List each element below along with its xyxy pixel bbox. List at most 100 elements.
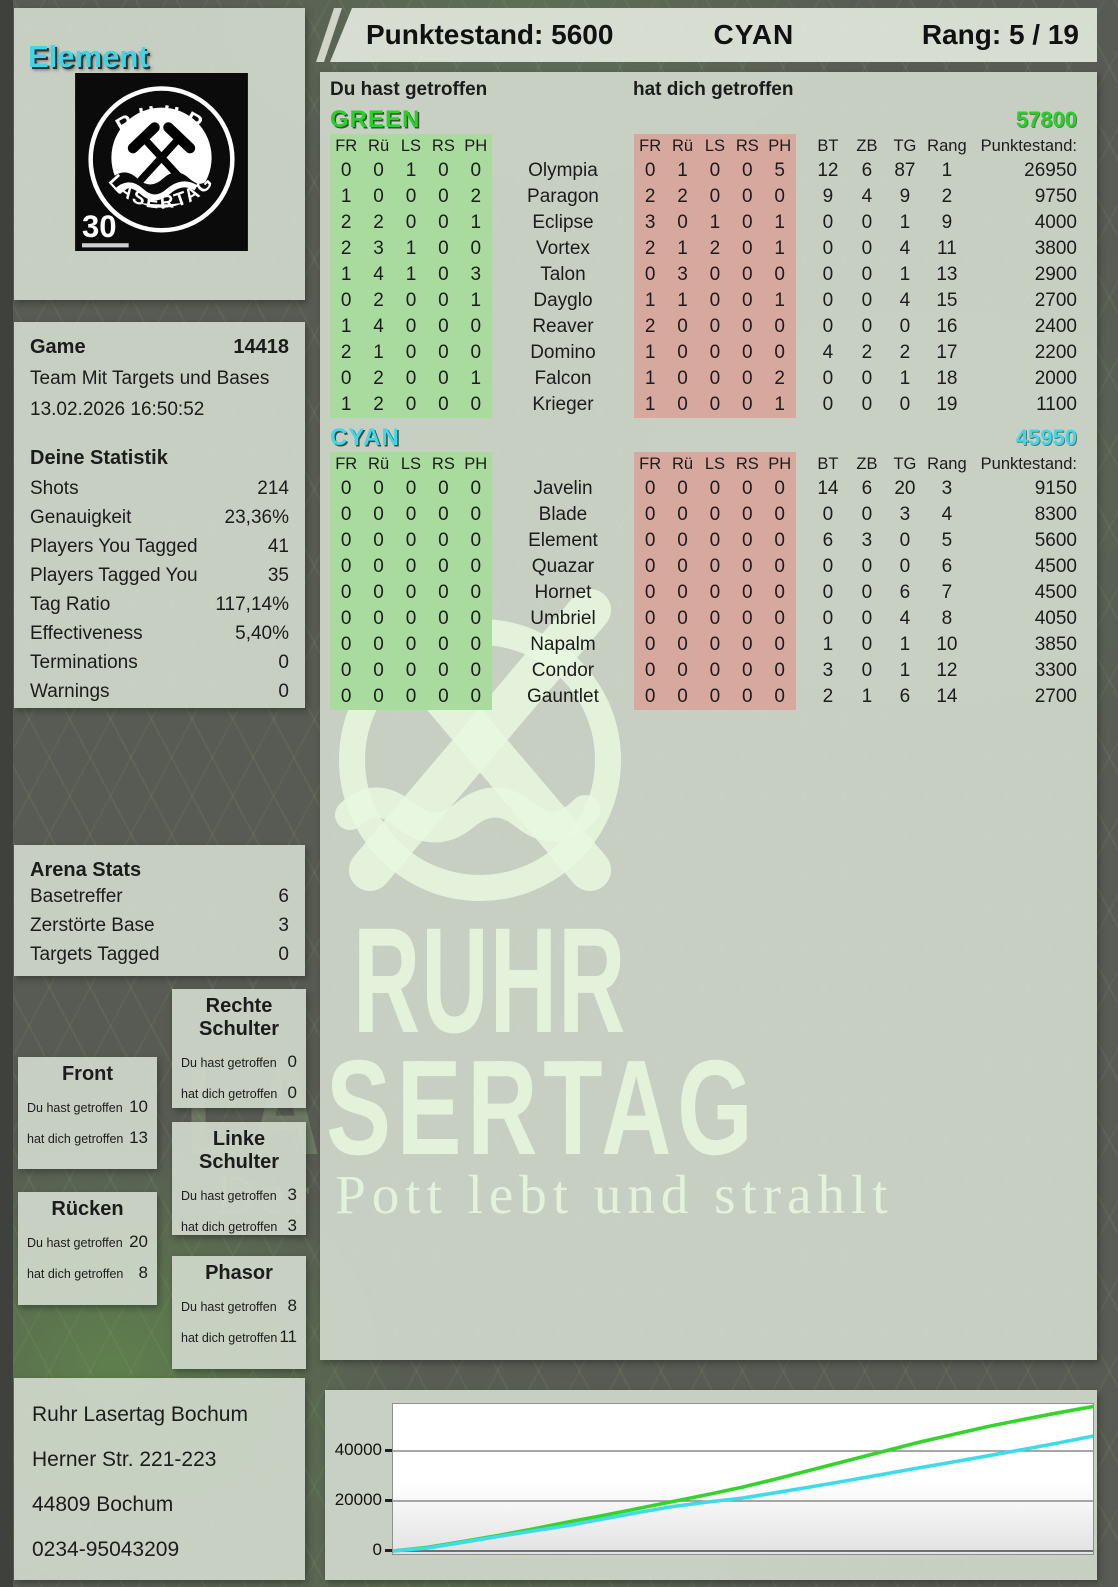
bt-cell: 0 (822, 582, 834, 603)
team-header-cyan: CYAN 45950 (330, 424, 1077, 452)
hit-you-cell: 0 (677, 530, 688, 551)
hit-you-cell: 0 (677, 686, 688, 707)
player-stat-row: Players Tagged You 35 (30, 561, 289, 590)
table-row: 1 2 0 0 0 Krieger 1 0 0 0 1 0 0 0 19 1100 (330, 392, 1077, 418)
hit-you-cell: 0 (709, 186, 721, 207)
you-hit-cell: 0 (405, 212, 417, 233)
tg-cell: 9 (899, 186, 911, 207)
bodypart-you-value: 0 (287, 1052, 297, 1071)
bodypart-them-label: hat dich getroffen (181, 1220, 278, 1234)
bodypart-you-label: Du hast getroffen (27, 1236, 123, 1250)
you-hit-cell: 1 (405, 264, 417, 285)
you-hit-cell: 0 (470, 530, 482, 551)
tg-cell: 6 (899, 582, 911, 603)
bt-cell: 1 (822, 634, 834, 655)
hit-you-cell: 0 (677, 316, 688, 337)
player-name-cell: Umbriel (530, 608, 596, 629)
player-stat-row: Genauigkeit 23,36% (30, 503, 289, 532)
rang-cell: 18 (936, 368, 958, 389)
player-stat-row: Warnings 0 (30, 677, 289, 706)
y-axis-tick-mark (385, 1449, 392, 1452)
player-stat-value: 35 (267, 564, 289, 586)
punktestand-cell: 2000 (1034, 368, 1077, 389)
bt-cell: 0 (822, 394, 834, 415)
game-mode: Team Mit Targets und Bases (30, 368, 270, 389)
hit-you-cell: 0 (677, 394, 688, 415)
bodypart-box-linke-schulter: Linke Schulter Du hast getroffen 3 hat dich… (172, 1122, 306, 1235)
bodypart-you-value: 20 (129, 1232, 148, 1251)
game-number: 14418 (233, 336, 289, 358)
zb-cell: 0 (861, 290, 873, 311)
player-name-cell: Condor (531, 660, 595, 681)
you-hit-cell: 0 (470, 582, 482, 603)
player-profile-panel: Element RUHR LASERTAG 30 (14, 8, 305, 300)
you-hit-cell: 0 (438, 238, 449, 259)
header-team-name: CYAN (713, 19, 795, 50)
zb-cell: 0 (861, 634, 873, 655)
tg-cell: 1 (899, 660, 911, 681)
rang-cell: 4 (941, 504, 953, 525)
player-stat-label: Tag Ratio (30, 593, 111, 615)
stat-header: TG (893, 136, 917, 155)
hit-you-cell: 0 (709, 504, 721, 525)
hit-you-cell: 1 (644, 342, 656, 363)
hit-you-cell: 0 (709, 608, 721, 629)
bodypart-them-value: 8 (138, 1263, 148, 1282)
you-hit-zone (330, 134, 492, 418)
zb-cell: 0 (861, 556, 873, 577)
you-hit-cell: 0 (340, 504, 352, 525)
hit-you-cell: 0 (644, 608, 656, 629)
game-datetime: 13.02.2026 16:50:52 (30, 399, 205, 420)
hit-you-cell: 0 (774, 342, 785, 363)
hit-you-cell: 0 (644, 582, 656, 603)
punktestand-cell: 2900 (1034, 264, 1077, 285)
hit-you-cell: 3 (677, 264, 688, 285)
player-name-cell: Olympia (528, 160, 598, 181)
tg-cell: 0 (899, 556, 911, 577)
bodypart-title: Front (61, 1063, 114, 1085)
bodypart-box-front: Front Du hast getroffen 10 hat dich getroff… (18, 1057, 157, 1169)
bodypart-you-row: Du hast getroffen 8 (172, 1296, 306, 1316)
rang-cell: 8 (941, 608, 953, 629)
col-header: RS (735, 454, 759, 473)
tg-cell: 20 (894, 478, 916, 499)
you-hit-cell: 1 (340, 394, 352, 415)
you-hit-cell: 2 (373, 212, 384, 233)
bodypart-you-value: 10 (129, 1097, 148, 1116)
you-hit-cell: 0 (340, 530, 352, 551)
bt-cell: 12 (817, 160, 839, 181)
zb-cell: 2 (861, 342, 873, 363)
hit-you-cell: 0 (677, 634, 688, 655)
bt-cell: 0 (822, 290, 834, 311)
player-name-cell: Vortex (536, 238, 590, 259)
ruhr-lasertag-logo: RUHR LASERTAG 30 (75, 73, 248, 251)
hit-you-cell: 0 (709, 660, 721, 681)
hit-you-cell: 0 (709, 686, 721, 707)
col-header: LS (704, 136, 726, 155)
tg-cell: 0 (899, 530, 911, 551)
you-hit-cell: 0 (438, 686, 449, 707)
y-axis-tick-mark (385, 1499, 392, 1502)
player-stat-value: 0 (278, 680, 289, 702)
punktestand-cell: 4050 (1034, 608, 1077, 629)
arena-stat-value: 6 (278, 885, 289, 907)
you-hit-cell: 0 (340, 160, 352, 181)
score-progress-chart-panel: 0 20000 40000 (325, 1390, 1097, 1580)
punktestand-value: 5600 (551, 19, 614, 50)
bodypart-title: Phasor (205, 1262, 273, 1284)
you-hit-cell: 2 (373, 290, 384, 311)
hit-you-cell: 0 (742, 608, 753, 629)
hit-you-cell: 0 (742, 556, 753, 577)
hit-you-cell: 0 (709, 316, 721, 337)
punktestand-cell: 2700 (1034, 686, 1077, 707)
tg-cell: 4 (899, 238, 911, 259)
hit-you-cell: 0 (677, 342, 688, 363)
you-hit-cell: 2 (373, 368, 384, 389)
you-hit-cell: 0 (438, 394, 449, 415)
you-hit-cell: 1 (470, 212, 482, 233)
stat-header: ZB (856, 454, 878, 473)
chart-plot-area (392, 1403, 1094, 1555)
you-hit-cell: 0 (470, 660, 482, 681)
tg-cell: 0 (899, 316, 911, 337)
tg-cell: 87 (894, 160, 916, 181)
